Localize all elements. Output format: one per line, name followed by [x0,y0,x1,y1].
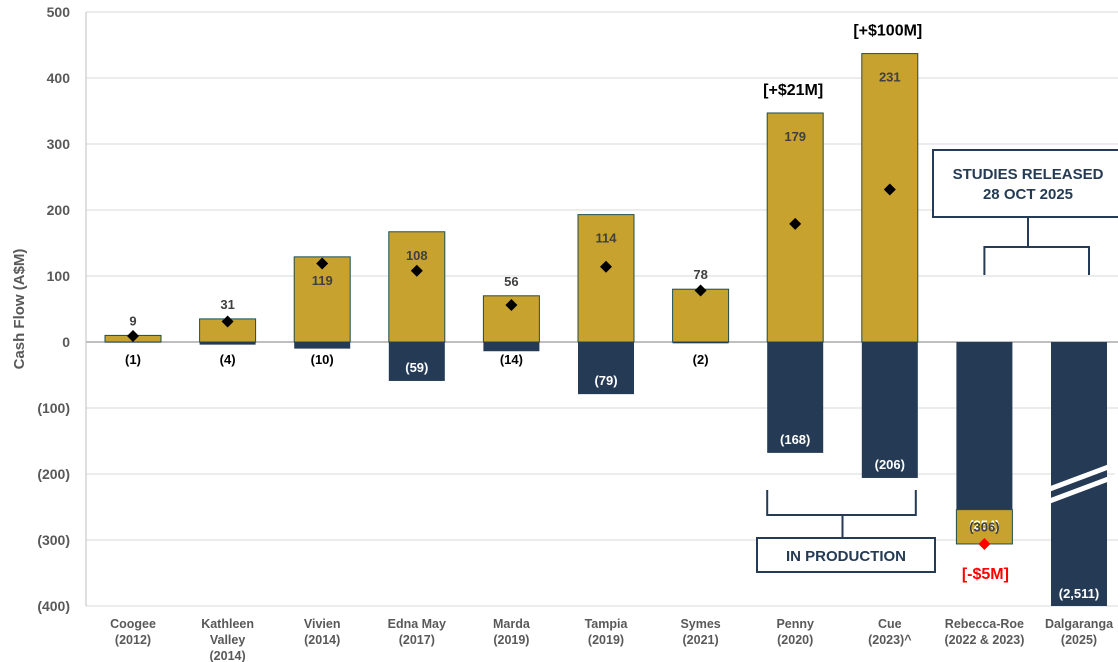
x-tick-label: (2012) [115,633,151,647]
bar-positive [577,214,635,343]
x-tick-label: (2025) [1061,633,1097,647]
negative-value-label: (79) [594,373,617,388]
studies-date: 28 OCT 2025 [983,186,1073,203]
bar-negative [767,342,824,453]
negative-value-label: (14) [500,352,523,367]
bars [104,53,1118,606]
x-tick-label: Valley [210,633,245,647]
annotations: STUDIES RELEASED 28 OCT 2025 IN PRODUCTION [756,149,1118,573]
net-value-marker [789,217,802,230]
gold-segment-label: (306) [969,520,999,535]
x-tick-label: Rebecca-Roe [945,617,1024,631]
positive-value-label: 78 [693,267,707,282]
negative-value-label: (1) [125,352,141,367]
y-tick-label: 400 [47,70,71,86]
net-value-marker [505,299,518,312]
x-tick-label: Marda [493,617,531,631]
negative-value-label: (59) [405,360,428,375]
y-tick-label: 500 [47,4,71,20]
positive-value-label: 56 [504,274,518,289]
bar-positive [861,53,919,343]
bar-negative [105,342,161,343]
x-tick-label: (2019) [493,633,529,647]
bar-negative [483,342,540,352]
net-value-marker [883,183,896,196]
upside-note: [+$100M] [853,23,922,40]
negative-value-label: (168) [780,432,810,447]
x-tick-label: Vivien [304,617,341,631]
positive-value-label: 179 [784,129,806,144]
net-value-marker [221,315,234,328]
x-tick-label: Coogee [110,617,156,631]
data-labels: 9 (1) 31 (4) 119 (10) 108 (59) 56 (14) 114 (79) 78 (2… [125,23,1099,601]
negative-value-label: (254) [969,518,999,533]
x-tick-label: (2020) [777,633,813,647]
y-tick-label: 0 [62,334,70,350]
x-tick-label: Symes [680,617,720,631]
net-value-marker [127,330,139,343]
x-tick-label: (2014) [210,649,246,662]
x-tick-label: Penny [776,617,814,631]
positive-value-label: 108 [406,248,428,263]
y-tick-label: (100) [37,400,70,416]
y-tick-label: (400) [37,598,70,614]
x-tick-label: Kathleen [201,617,254,631]
net-value-marker [600,260,612,273]
y-tick-label: 200 [47,202,71,218]
studies-bracket [983,217,1090,275]
positive-value-label: 9 [129,313,136,328]
y-tick-label: 300 [47,136,71,152]
positive-value-label: 31 [220,297,234,312]
x-axis-labels: Coogee (2012) Kathleen Valley (2014) Vivien (2… [110,617,1114,662]
x-tick-label: (2023)^ [868,633,912,647]
production-bracket [766,490,917,538]
x-tick-label: Edna May [388,617,446,631]
x-tick-label: (2017) [399,633,435,647]
bar-negative [578,342,634,395]
x-tick-label: Tampia [585,617,629,631]
x-tick-label: (2021) [683,633,719,647]
bar-negative-truncated [1051,342,1107,606]
negative-value-label: (2) [693,352,709,367]
bar-positive [293,256,351,343]
x-tick-label: Dalgaranga [1045,617,1114,631]
bar-negative [199,342,256,345]
bar-negative [861,342,918,478]
bar-positive [388,231,446,343]
net-value-marker [410,264,423,277]
y-axis-label: Cash Flow (A$M) [11,249,28,370]
studies-label: STUDIES RELEASED [953,166,1104,183]
negative-value-label: (10) [311,352,334,367]
production-box [756,537,936,573]
production-label: IN PRODUCTION [786,548,906,565]
negative-value-label: (206) [875,457,905,472]
downside-note: [-$5M] [962,566,1009,583]
x-tick-label: (2019) [588,633,624,647]
positive-value-label: 119 [312,273,333,288]
net-value-marker [694,284,707,297]
x-tick-label: Cue [878,617,902,631]
x-tick-label: (2022 & 2023) [944,633,1024,647]
negative-value-label: (4) [220,352,236,367]
bar-negative [388,342,445,381]
bar-negative [672,342,729,344]
x-tick-label: (2014) [304,633,340,647]
axis-break-mark [1038,460,1118,496]
y-tick-label: 100 [47,268,71,284]
bar-negative [294,342,351,349]
upside-note: [+$21M] [763,82,823,99]
studies-box [932,149,1118,218]
positive-value-label: 114 [596,231,618,246]
negative-value-label: (2,511) [1059,586,1099,601]
y-tick-label: (200) [37,466,70,482]
net-value-marker [316,257,329,270]
bar-negative [956,342,1013,510]
y-axis-ticks: 500 400 300 200 100 0 (100) (200) (300) (400) [37,4,70,614]
positive-value-label: 231 [879,70,901,85]
bar-positive [672,288,730,343]
axis-break-mark [1038,472,1118,508]
net-value-marker [978,537,991,550]
y-tick-label: (300) [37,532,70,548]
